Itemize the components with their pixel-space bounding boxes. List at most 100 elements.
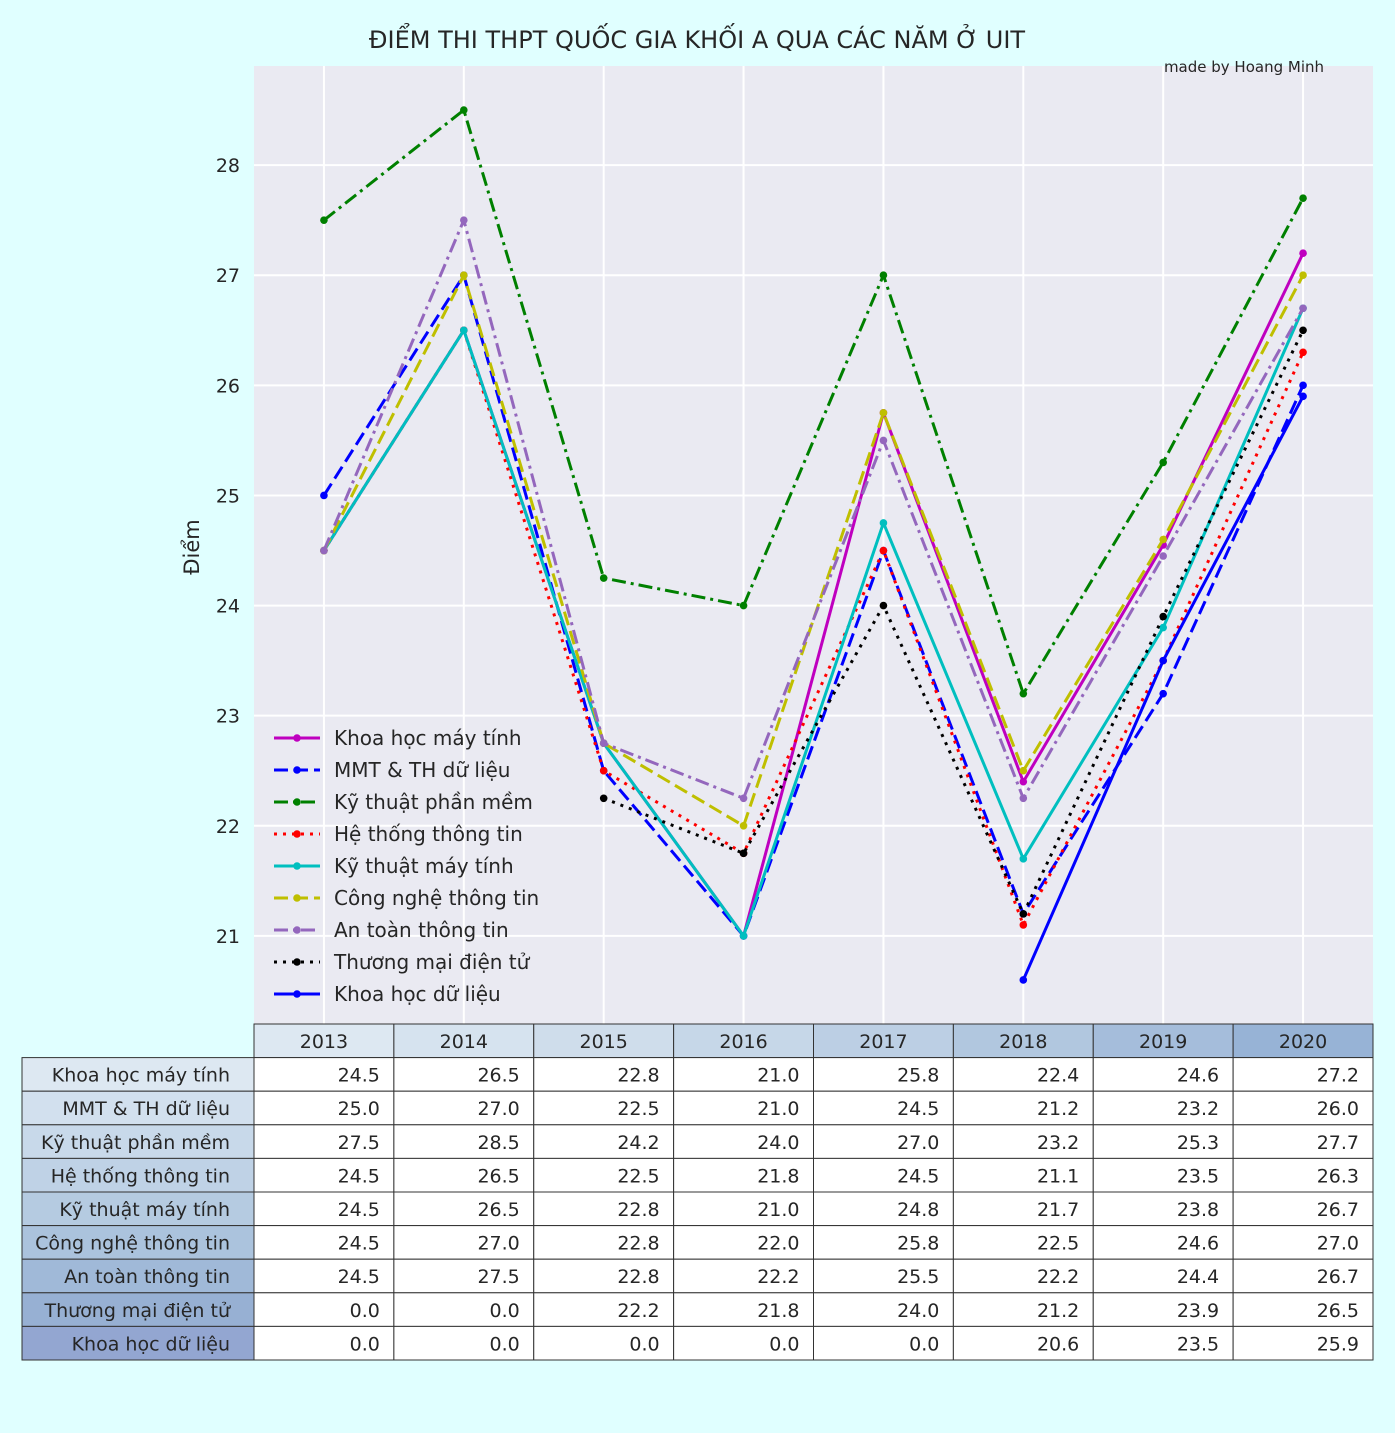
table-cell xyxy=(533,1258,675,1294)
table-cell-value: 24.5 xyxy=(338,1199,380,1221)
table-row-header xyxy=(21,1157,255,1193)
table-cell xyxy=(533,1124,675,1159)
table-cell xyxy=(952,1090,1094,1126)
legend-marker xyxy=(293,926,301,934)
table-cell-value: 23.5 xyxy=(1177,1165,1219,1187)
table-cell xyxy=(813,1292,954,1327)
table-cell xyxy=(533,1191,675,1227)
legend: Khoa học máy tính MMT & TH dữ liệu Kỹ thuậ… xyxy=(274,726,539,1006)
y-tick-label: 24 xyxy=(216,596,240,618)
data-point xyxy=(320,216,328,224)
table-cell xyxy=(253,1191,395,1227)
table-cell-value: 21.0 xyxy=(757,1065,799,1087)
table-row-label: An toàn thông tin xyxy=(64,1266,230,1288)
series-9 xyxy=(1019,392,1307,984)
table-cell xyxy=(1232,1225,1374,1260)
table-cell-value: 23.9 xyxy=(1177,1300,1219,1322)
table-row-label: Kỹ thuật máy tính xyxy=(59,1199,230,1221)
table-cell xyxy=(952,1124,1094,1159)
table-cell xyxy=(673,1157,814,1193)
table-cell-value: 24.8 xyxy=(897,1199,939,1221)
table-cell-value: 22.8 xyxy=(617,1199,659,1221)
table-row-label: Khoa học máy tính xyxy=(52,1065,230,1087)
table-cell-value: 25.9 xyxy=(1317,1333,1359,1355)
table-cell-value: 24.5 xyxy=(338,1165,380,1187)
table-cell-value: 23.2 xyxy=(1037,1132,1079,1154)
table-cell-value: 27.5 xyxy=(477,1266,519,1288)
table-cell xyxy=(1232,1292,1374,1327)
table-cell-value: 22.5 xyxy=(617,1165,659,1187)
table-cell xyxy=(393,1191,535,1227)
table-row-label: Công nghệ thông tin xyxy=(35,1233,230,1255)
legend-marker xyxy=(293,862,301,870)
data-point xyxy=(1019,855,1028,863)
table-cell-value: 23.2 xyxy=(1177,1098,1219,1120)
data-point xyxy=(1019,766,1028,775)
table-cell xyxy=(533,1225,675,1260)
y-axis-ticks: 21 22 23 24 25 26 27 28 xyxy=(216,155,240,948)
credit-annotation: made by Hoang Minh xyxy=(1164,58,1324,76)
table-row-header xyxy=(21,1225,255,1260)
table-cell-value: 21.0 xyxy=(757,1098,799,1120)
table-row-label: MMT & TH dữ liệu xyxy=(62,1098,230,1120)
data-point xyxy=(1159,623,1167,632)
data-point xyxy=(739,794,748,803)
table-cell-value: 21.7 xyxy=(1037,1199,1079,1221)
legend-marker xyxy=(293,894,301,902)
legend-marker xyxy=(293,830,301,838)
table-cell-value: 22.8 xyxy=(617,1065,659,1087)
table-header-label: 2014 xyxy=(440,1031,488,1053)
table-cell xyxy=(673,1225,814,1260)
table-cell-value: 22.0 xyxy=(757,1233,799,1255)
table-cell xyxy=(253,1292,395,1327)
legend-label: Khoa học dữ liệu xyxy=(334,982,501,1006)
table-row-header xyxy=(21,1325,255,1361)
data-point xyxy=(739,821,748,830)
table-cell-value: 21.2 xyxy=(1037,1300,1079,1322)
data-point xyxy=(879,546,888,555)
table-cell-value: 0.0 xyxy=(350,1300,380,1322)
table-cell xyxy=(673,1191,814,1227)
data-point xyxy=(1299,326,1307,335)
table-cell xyxy=(813,1124,954,1159)
table-cell xyxy=(1232,1057,1374,1092)
series-8 xyxy=(599,326,1307,918)
y-tick-label: 25 xyxy=(216,485,240,507)
y-tick-label: 23 xyxy=(216,706,240,728)
legend-label: Khoa học máy tính xyxy=(334,726,522,750)
table-cell xyxy=(1092,1057,1234,1092)
data-point xyxy=(599,739,608,748)
table-cell-value: 26.7 xyxy=(1317,1266,1359,1288)
table-cell-value: 27.7 xyxy=(1317,1132,1359,1154)
table-cell xyxy=(253,1090,395,1126)
chart-title: ĐIỂM THI THPT QUỐC GIA KHỐI A QUA CÁC NĂ… xyxy=(369,22,1025,54)
table-cell-value: 22.8 xyxy=(617,1233,659,1255)
table-cell-value: 25.3 xyxy=(1177,1132,1219,1154)
table-cell xyxy=(1092,1191,1234,1227)
table-cell-value: 21.8 xyxy=(757,1165,799,1187)
table-row-header xyxy=(21,1124,255,1159)
table-header-label: 2013 xyxy=(300,1031,348,1053)
table-header-label: 2019 xyxy=(1139,1031,1187,1053)
table-cell-value: 21.2 xyxy=(1037,1098,1079,1120)
table-cell xyxy=(952,1157,1094,1193)
data-point xyxy=(1299,271,1307,280)
y-tick-label: 21 xyxy=(216,926,240,948)
data-point xyxy=(1299,194,1307,202)
table-cell-value: 24.0 xyxy=(897,1300,939,1322)
series-line xyxy=(322,273,1305,938)
legend-label: Thương mại điện tử xyxy=(333,950,531,974)
table-cell xyxy=(393,1258,535,1294)
table-cell-value: 25.5 xyxy=(897,1266,939,1288)
table-cell xyxy=(673,1258,814,1294)
table-cell-value: 22.2 xyxy=(617,1300,659,1322)
data-point xyxy=(1159,612,1167,621)
table-cell-value: 0.0 xyxy=(490,1333,520,1355)
table-cell-value: 27.0 xyxy=(1317,1233,1359,1255)
table-header-label: 2020 xyxy=(1279,1031,1327,1053)
table-cell-value: 24.5 xyxy=(897,1165,939,1187)
table-row-header xyxy=(21,1191,255,1227)
legend-label: Kỹ thuật máy tính xyxy=(334,854,514,878)
legend-marker xyxy=(293,798,301,806)
data-point xyxy=(460,106,468,114)
